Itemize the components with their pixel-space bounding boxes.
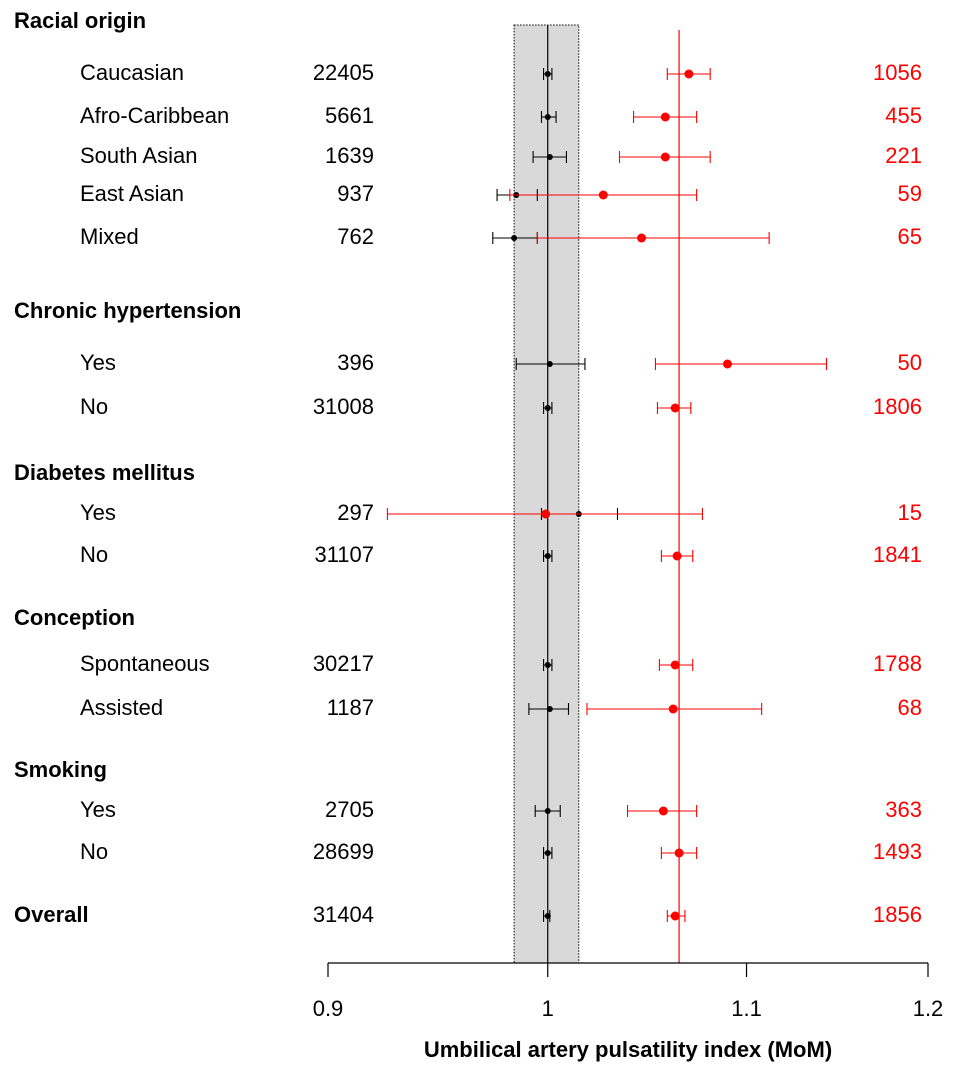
row-label: Overall — [14, 902, 89, 927]
row-events: 59 — [898, 181, 922, 206]
estimate-point — [637, 233, 647, 243]
estimate-point — [674, 848, 684, 858]
group-title: Racial origin — [14, 8, 146, 33]
estimate-point — [668, 704, 678, 714]
estimate-point — [544, 808, 551, 814]
row-n: 30217 — [313, 651, 374, 676]
row-n: 396 — [337, 350, 374, 375]
row-n: 31008 — [313, 394, 374, 419]
row-label: No — [80, 839, 108, 864]
estimate-point — [598, 190, 608, 200]
row-n: 5661 — [325, 103, 374, 128]
estimate-point — [544, 553, 551, 559]
x-tick-label: 0.9 — [313, 996, 344, 1021]
row-label: Spontaneous — [80, 651, 210, 676]
row-n: 28699 — [313, 839, 374, 864]
row-n: 31404 — [313, 902, 374, 927]
row-events: 455 — [885, 103, 922, 128]
row-label: Afro-Caribbean — [80, 103, 229, 128]
estimate-point — [672, 551, 682, 561]
reference-band — [513, 24, 580, 964]
estimate-point — [546, 706, 553, 712]
row-events: 68 — [898, 695, 922, 720]
estimate-point — [544, 850, 551, 856]
estimate-point — [658, 806, 668, 816]
row-label: Yes — [80, 350, 116, 375]
row-events: 1806 — [873, 394, 922, 419]
estimate-point — [670, 660, 680, 670]
group-title: Smoking — [14, 757, 107, 782]
estimate-point — [670, 403, 680, 413]
row-events: 65 — [898, 224, 922, 249]
row-n: 31107 — [314, 542, 374, 567]
estimate-point — [722, 359, 732, 369]
row-label: Caucasian — [80, 60, 184, 85]
row-n: 22405 — [313, 60, 374, 85]
estimate-point — [544, 71, 551, 77]
estimate-point — [684, 69, 694, 79]
estimate-point — [660, 112, 670, 122]
estimate-point — [546, 154, 553, 160]
group-title: Chronic hypertension — [14, 298, 241, 323]
row-label: Yes — [80, 500, 116, 525]
row-label: No — [80, 542, 108, 567]
row-label: Mixed — [80, 224, 139, 249]
row-label: Assisted — [80, 695, 163, 720]
row-events: 15 — [898, 500, 922, 525]
row-label: East Asian — [80, 181, 184, 206]
estimate-point — [670, 911, 680, 921]
estimate-point — [544, 662, 551, 668]
row-events: 1056 — [873, 60, 922, 85]
row-events: 221 — [885, 143, 922, 168]
row-n: 1187 — [327, 695, 374, 720]
group-title: Conception — [14, 605, 135, 630]
estimate-point — [541, 509, 551, 519]
estimate-point — [660, 152, 670, 162]
x-tick-label: 1 — [542, 996, 554, 1021]
estimate-point — [544, 405, 551, 411]
row-n: 1639 — [325, 143, 374, 168]
estimate-point — [544, 114, 551, 120]
row-events: 363 — [885, 797, 922, 822]
row-events: 1841 — [873, 542, 922, 567]
row-events: 1788 — [873, 651, 922, 676]
row-n: 937 — [337, 181, 374, 206]
row-events: 1856 — [873, 902, 922, 927]
row-n: 762 — [337, 224, 374, 249]
row-label: Yes — [80, 797, 116, 822]
row-label: No — [80, 394, 108, 419]
row-n: 297 — [337, 500, 374, 525]
row-events: 1493 — [873, 839, 922, 864]
estimate-point — [546, 361, 553, 367]
row-n: 2705 — [325, 797, 374, 822]
x-tick-label: 1.1 — [731, 996, 762, 1021]
row-label: South Asian — [80, 143, 197, 168]
estimate-point — [511, 235, 518, 241]
x-axis-label: Umbilical artery pulsatility index (MoM) — [424, 1037, 832, 1062]
row-events: 50 — [898, 350, 922, 375]
estimate-point — [544, 913, 551, 919]
group-title: Diabetes mellitus — [14, 460, 195, 485]
x-tick-label: 1.2 — [913, 996, 944, 1021]
